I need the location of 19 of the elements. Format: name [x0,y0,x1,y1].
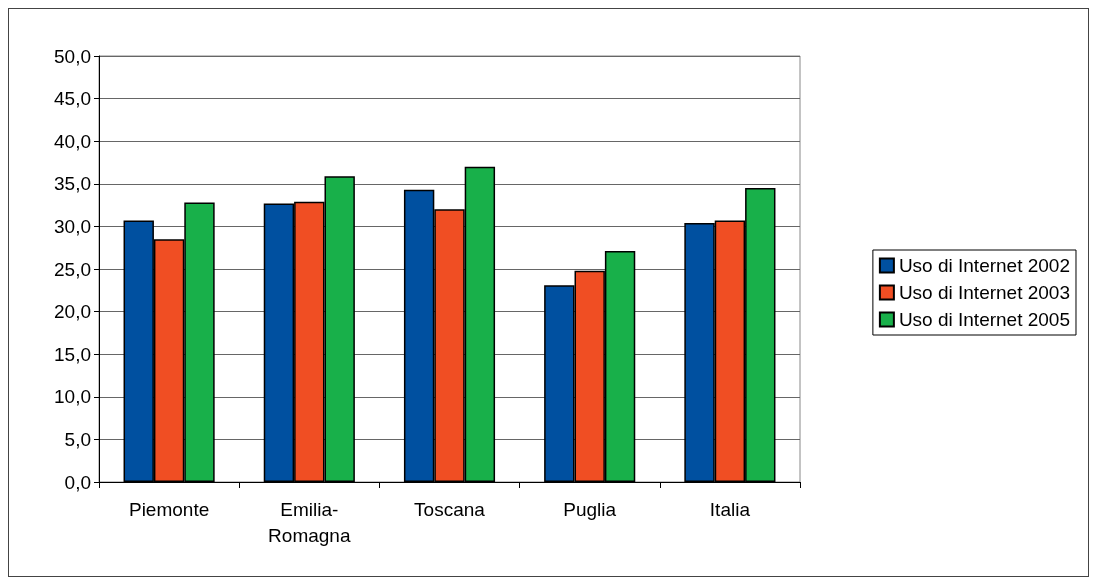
y-tick-label: 50,0 [54,45,91,67]
y-tick-label: 20,0 [54,301,91,323]
legend-label: Uso di Internet 2002 [898,255,1071,276]
y-tick-label: 40,0 [54,130,91,152]
legend-label: Uso di Internet 2003 [898,282,1071,303]
y-tick-label: 15,0 [54,343,91,365]
y-tick-label: 10,0 [54,386,91,408]
y-tick-label: 30,0 [54,215,91,237]
legend-label: Uso di Internet 2005 [898,309,1071,330]
x-tick-label: Italia [709,498,751,520]
x-tick-label: Toscana [414,498,486,520]
x-tick-label: Puglia [563,498,617,520]
y-tick-label: 25,0 [54,258,91,280]
y-tick-label: 5,0 [64,428,91,450]
x-tick-label: Emilia- Romagna [268,498,351,546]
y-tick-label: 35,0 [54,173,91,195]
y-tick-label: 45,0 [54,88,91,110]
x-tick-label: Piemonte [128,498,210,520]
y-tick-label: 0,0 [64,471,91,493]
